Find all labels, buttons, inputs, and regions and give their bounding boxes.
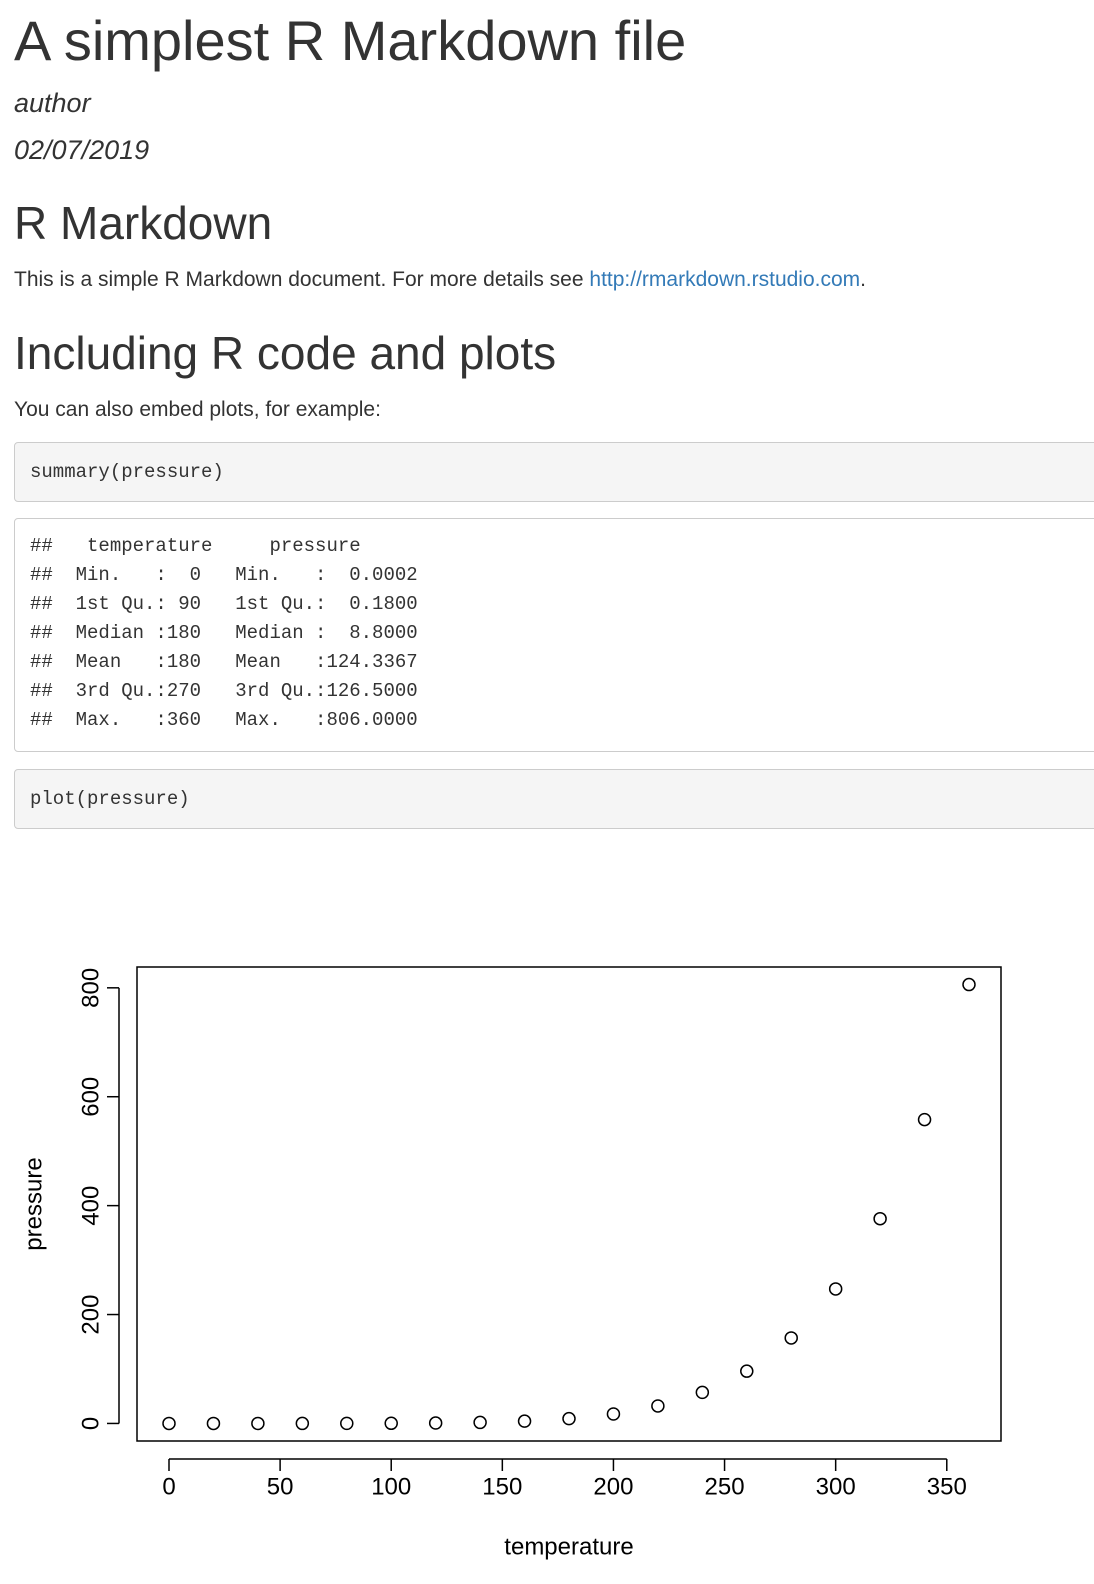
link[interactable]: http://rmarkdown.rstudio.com (589, 268, 861, 291)
date: 02/07/2019 (14, 135, 150, 165)
output-line: ## temperature pressure (30, 535, 361, 557)
output-line: ## Max. :360 Max. :806.0000 (30, 709, 418, 731)
output-line: ## Median :180 Median : 8.8000 (30, 622, 418, 644)
output-block: ## temperature pressure ## Min. : 0 Min. … (14, 518, 1094, 752)
x-tick-label: 350 (927, 1473, 967, 1500)
point (340, 1416, 354, 1431)
x-tick-label: 300 (816, 1473, 856, 1500)
output-line: ## 1st Qu.: 90 1st Qu.: 0.1800 (30, 593, 418, 615)
point (384, 1416, 398, 1431)
point (162, 1416, 176, 1431)
point (562, 1411, 576, 1426)
point (251, 1416, 265, 1431)
x-axis-label: temperature (504, 1533, 633, 1560)
y-axis-label: pressure (20, 1157, 47, 1250)
code: summary(pressure) (30, 461, 224, 483)
output-line: ## 3rd Qu.:270 3rd Qu.:126.5000 (30, 680, 418, 702)
x-tick-label: 200 (593, 1473, 633, 1500)
code-block: summary(pressure) (14, 442, 1094, 502)
title: A simplest R Markdown file (14, 9, 687, 72)
point (651, 1399, 665, 1413)
y-tick-label: 200 (77, 1295, 104, 1335)
point (873, 1211, 887, 1226)
paragraph: You can also embed plots, for example: (14, 398, 381, 421)
y-tick-label: 600 (77, 1077, 104, 1117)
point (695, 1385, 710, 1400)
point (206, 1416, 221, 1431)
y-tick-label: 0 (77, 1417, 104, 1430)
y-tick-label: 800 (77, 968, 104, 1008)
text: . (860, 268, 866, 291)
section-heading: Including R code and plots (14, 327, 557, 379)
section-heading: R Markdown (14, 197, 273, 249)
x-tick-label: 100 (371, 1473, 411, 1500)
x-tick-label: 150 (482, 1473, 522, 1500)
x-tick-label: 250 (705, 1473, 745, 1500)
point (606, 1407, 621, 1421)
point (828, 1282, 843, 1296)
point (295, 1416, 310, 1431)
plot-frame (136, 966, 1002, 1442)
point (428, 1416, 443, 1430)
author: author (14, 88, 91, 118)
output-line: ## Mean :180 Mean :124.3367 (30, 651, 418, 673)
point (517, 1414, 532, 1428)
y-tick-label: 400 (77, 1186, 104, 1226)
code: plot(pressure) (30, 788, 190, 810)
point (917, 1112, 932, 1127)
output-line: ## Min. : 0 Min. : 0.0002 (30, 564, 418, 586)
point (740, 1364, 754, 1378)
x-tick-label: 50 (267, 1473, 294, 1500)
x-tick-label: 0 (162, 1473, 175, 1500)
code-block: plot(pressure) (14, 769, 1094, 829)
paragraph: This is a simple R Markdown document. Fo… (14, 268, 866, 292)
chart: 0 50 100 150 200 250 300 350 0 200 400 600 800 temper… (20, 966, 1002, 1560)
point (784, 1331, 798, 1345)
text: This is a simple R Markdown document. Fo… (14, 268, 590, 291)
point (962, 977, 976, 992)
point (473, 1415, 487, 1430)
